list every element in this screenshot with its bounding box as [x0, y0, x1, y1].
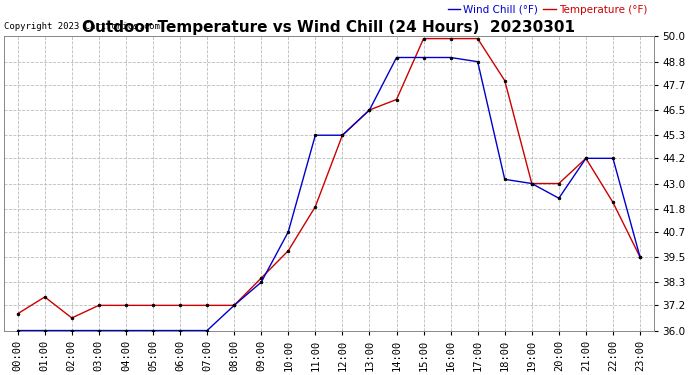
Title: Outdoor Temperature vs Wind Chill (24 Hours)  20230301: Outdoor Temperature vs Wind Chill (24 Ho…	[82, 20, 575, 35]
Text: Copyright 2023 Cartronics.com: Copyright 2023 Cartronics.com	[4, 22, 160, 31]
Legend: Wind Chill (°F), Temperature (°F): Wind Chill (°F), Temperature (°F)	[446, 3, 649, 15]
